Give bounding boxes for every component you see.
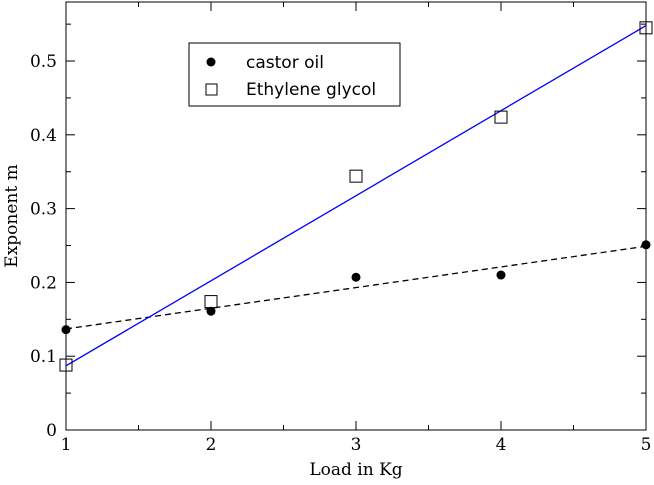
data-point-series-1 bbox=[494, 110, 508, 124]
data-point-series-0 bbox=[206, 306, 216, 316]
legend-label-castor-oil: castor oil bbox=[246, 53, 324, 73]
legend-marker-ethylene-glycol bbox=[205, 83, 218, 96]
data-point-series-1 bbox=[59, 358, 73, 372]
x-axis-label: Load in Kg bbox=[309, 460, 402, 480]
y-tick-label: 0.4 bbox=[30, 126, 57, 146]
x-tick-label: 2 bbox=[206, 435, 217, 455]
data-point-series-0 bbox=[61, 325, 71, 335]
data-points bbox=[59, 21, 653, 372]
x-tick-label: 5 bbox=[641, 435, 652, 455]
x-tick-label: 3 bbox=[351, 435, 362, 455]
legend-marker-castor-oil bbox=[206, 57, 216, 67]
legend-box bbox=[188, 42, 401, 107]
data-point-series-0 bbox=[496, 270, 506, 280]
fit-line-series-0 bbox=[65, 245, 647, 330]
legend-label-ethylene-glycol: Ethylene glycol bbox=[246, 80, 376, 100]
y-tick-label: 0.3 bbox=[30, 200, 57, 220]
y-tick-label: 0.2 bbox=[30, 273, 57, 293]
data-point-series-1 bbox=[639, 21, 653, 35]
fit-lines bbox=[65, 25, 647, 367]
fit-line-series-1 bbox=[65, 25, 647, 367]
data-point-series-0 bbox=[641, 240, 651, 250]
legend: castor oil Ethylene glycol bbox=[188, 42, 401, 107]
x-tick-label: 1 bbox=[61, 435, 72, 455]
x-tick-label: 4 bbox=[496, 435, 507, 455]
y-axis-label: Exponent m bbox=[2, 164, 22, 267]
y-tick-label: 0 bbox=[46, 421, 57, 441]
data-point-series-1 bbox=[204, 295, 218, 309]
x-axis: 1 2 3 4 5 bbox=[61, 2, 652, 455]
y-tick-label: 0.5 bbox=[30, 52, 57, 72]
data-point-series-1 bbox=[349, 169, 363, 183]
y-tick-label: 0.1 bbox=[30, 347, 57, 367]
data-point-series-0 bbox=[351, 272, 361, 282]
y-axis: 0 0.1 0.2 0.3 0.4 0.5 bbox=[30, 23, 646, 441]
